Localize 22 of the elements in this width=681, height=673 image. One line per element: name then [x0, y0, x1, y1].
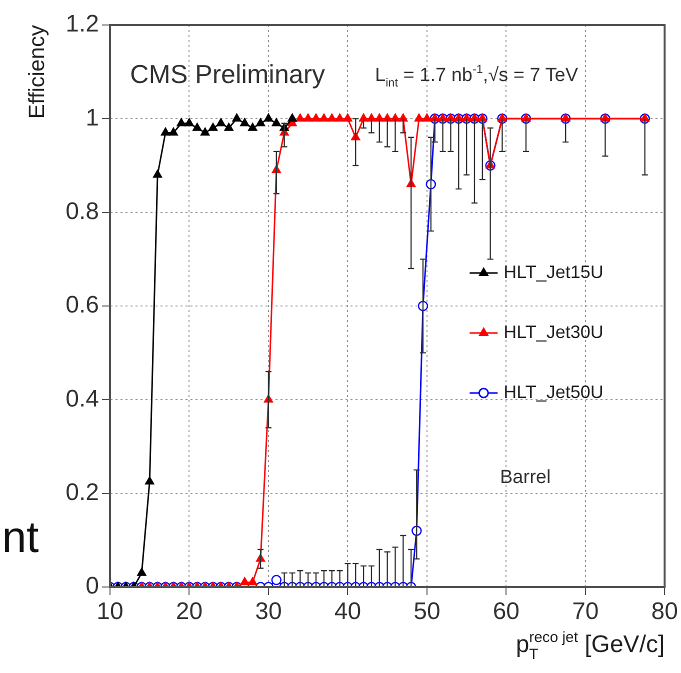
legend-label: HLT_Jet50U — [504, 382, 604, 402]
x-tick-label: 30 — [255, 598, 282, 626]
annotation: CMS Preliminary — [130, 59, 326, 89]
x-tick-label: 80 — [651, 598, 678, 626]
x-tick-label: 40 — [334, 598, 362, 626]
legend-label: HLT_Jet15U — [504, 262, 604, 282]
x-tick-label: 20 — [176, 598, 203, 626]
y-tick-label: 0.8 — [66, 198, 99, 225]
text: nt — [2, 513, 39, 562]
y-tick-label: 0 — [86, 572, 99, 600]
x-tick-label: 70 — [572, 598, 599, 626]
y-tick-label: 1.2 — [66, 10, 99, 38]
y-tick-label: 0.2 — [66, 478, 99, 506]
x-tick-label: 60 — [492, 598, 520, 626]
legend-label: HLT_Jet30U — [504, 322, 604, 342]
annotation: Barrel — [500, 467, 551, 488]
x-tick-label: 10 — [96, 598, 124, 626]
y-tick-label: 0.6 — [66, 292, 99, 319]
y-axis-title: Efficiency — [24, 24, 49, 119]
y-tick-label: 1 — [86, 104, 99, 132]
y-tick-label: 0.4 — [66, 385, 99, 412]
x-tick-label: 50 — [414, 598, 440, 626]
